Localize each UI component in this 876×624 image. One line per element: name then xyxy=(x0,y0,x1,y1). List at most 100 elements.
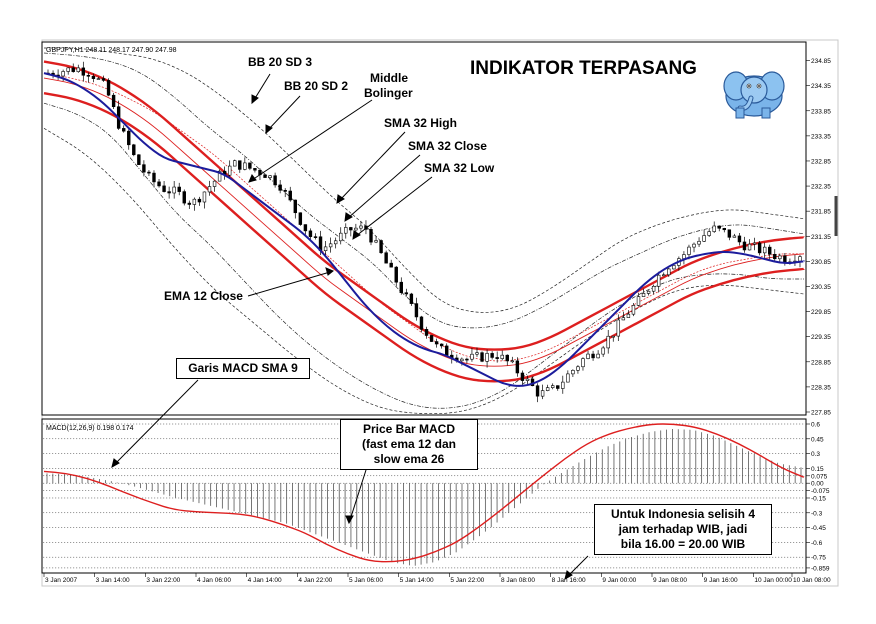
candle-body xyxy=(631,305,636,315)
price-bar-line-1: Price Bar MACD xyxy=(362,422,456,436)
macd-tick-label: -0.3 xyxy=(811,510,823,517)
arrow-bb20-sd2 xyxy=(267,95,301,131)
sma-32-envelope xyxy=(43,60,806,383)
label-price-bar-macd: Price Bar MACD (fast ema 12 dan slow ema… xyxy=(340,419,478,470)
candle-body xyxy=(641,293,646,297)
arrow-indonesia xyxy=(567,555,589,577)
price-tick-label: 232.35 xyxy=(811,184,831,191)
arrow-ema12 xyxy=(247,271,331,297)
candle-body xyxy=(520,372,525,381)
arrow-sma32-close xyxy=(347,154,421,219)
candle-body xyxy=(217,170,222,182)
arrow-price-bar xyxy=(349,469,367,521)
candle-body xyxy=(227,165,232,176)
price-tick-label: 227.85 xyxy=(811,410,831,417)
time-tick-label: 10 Jan 00:00 xyxy=(754,577,792,584)
candle-body xyxy=(238,160,242,170)
candle-body xyxy=(757,242,762,254)
arrow-head xyxy=(352,230,361,240)
candle-body xyxy=(798,256,802,262)
label-middle-2: Bolinger xyxy=(364,86,413,100)
candle-body xyxy=(566,373,570,383)
candle-body xyxy=(61,71,65,77)
time-tick-label: 3 Jan 2007 xyxy=(45,577,78,584)
time-axis: 3 Jan 2007 3 Jan 14:00 3 Jan 22:00 4 Jan 06… xyxy=(43,573,831,584)
candle-body xyxy=(702,235,706,242)
macd-tick-label: -0.859 xyxy=(811,565,830,572)
candle-body xyxy=(571,370,575,375)
candle-body xyxy=(495,357,499,359)
label-macd-sma9: Garis MACD SMA 9 xyxy=(176,358,310,379)
candle-body xyxy=(606,335,610,349)
indonesia-line-2: jam terhadap WIB, jadi xyxy=(618,522,748,536)
bb-sd2-upper xyxy=(43,52,805,329)
candle-body xyxy=(752,242,757,245)
candle-body xyxy=(101,78,106,81)
candle-body xyxy=(465,358,469,361)
indonesia-line-1: Untuk Indonesia selisih 4 xyxy=(610,507,756,521)
price-tick-label: 228.35 xyxy=(811,384,831,391)
price-tick-label: 234.35 xyxy=(811,83,831,90)
candle-body xyxy=(747,243,752,251)
candle-body xyxy=(424,329,429,336)
arrow-sma32-low xyxy=(355,176,433,237)
candlesticks xyxy=(46,61,802,403)
candle-body xyxy=(581,358,585,368)
candle-body xyxy=(717,225,721,229)
candle-body xyxy=(248,162,252,169)
candle-body xyxy=(540,390,545,397)
candle-body xyxy=(672,265,676,270)
time-tick-label: 8 Jan 08:00 xyxy=(501,577,535,584)
bb-sd3-lower xyxy=(43,127,805,415)
candle-body xyxy=(510,360,515,363)
arrow-head xyxy=(248,174,257,183)
candle-body xyxy=(576,366,580,371)
candle-body xyxy=(475,352,479,355)
candle-body xyxy=(651,285,656,292)
price-axis: 234.85 234.35 233.85 233.35 232.85 232.35 231.… xyxy=(806,58,831,417)
arrow-head xyxy=(111,458,120,469)
price-tick-label: 229.35 xyxy=(811,334,831,341)
candle-body xyxy=(354,227,358,231)
arrow-head xyxy=(265,124,273,135)
label-bb20-sd3: BB 20 SD 3 xyxy=(248,55,312,69)
macd-signal-line xyxy=(43,423,805,563)
candle-body xyxy=(667,268,671,276)
candle-body xyxy=(409,293,414,304)
macd-tick-label: -0.075 xyxy=(811,488,830,495)
candle-body xyxy=(586,353,590,359)
macd-signal-sma9 xyxy=(43,423,805,563)
candle-body xyxy=(490,353,494,358)
label-sma32-close: SMA 32 Close xyxy=(408,139,487,153)
candle-body xyxy=(414,303,419,318)
candle-body xyxy=(71,67,75,72)
sma-32-high xyxy=(43,60,806,351)
candle-body xyxy=(374,240,378,243)
candle-body xyxy=(480,352,484,362)
time-tick-label: 8 Jan 16:00 xyxy=(552,577,586,584)
candle-body xyxy=(505,354,509,362)
price-tick-label: 232.85 xyxy=(811,158,831,165)
candle-body xyxy=(394,266,398,283)
candle-body xyxy=(298,212,303,225)
candle-body xyxy=(127,130,131,146)
price-tick-label: 233.35 xyxy=(811,133,831,140)
candle-body xyxy=(515,360,520,374)
candle-body xyxy=(147,171,151,174)
macd-tick-label: -0.6 xyxy=(811,540,823,547)
label-sma32-low: SMA 32 Low xyxy=(424,161,495,175)
arrow-head xyxy=(325,267,334,276)
time-tick-label: 4 Jan 06:00 xyxy=(197,577,231,584)
arrow-head xyxy=(251,94,259,105)
candle-body xyxy=(293,199,298,214)
candle-body xyxy=(762,246,767,254)
macd-tick-label: -0.15 xyxy=(811,495,826,502)
time-tick-label: 5 Jan 06:00 xyxy=(349,577,383,584)
price-tick-label: 231.85 xyxy=(811,209,831,216)
candle-body xyxy=(556,385,560,389)
candle-body xyxy=(268,175,272,178)
price-tick-label: 230.35 xyxy=(811,284,831,291)
arrow-bb20-sd3 xyxy=(253,73,271,101)
